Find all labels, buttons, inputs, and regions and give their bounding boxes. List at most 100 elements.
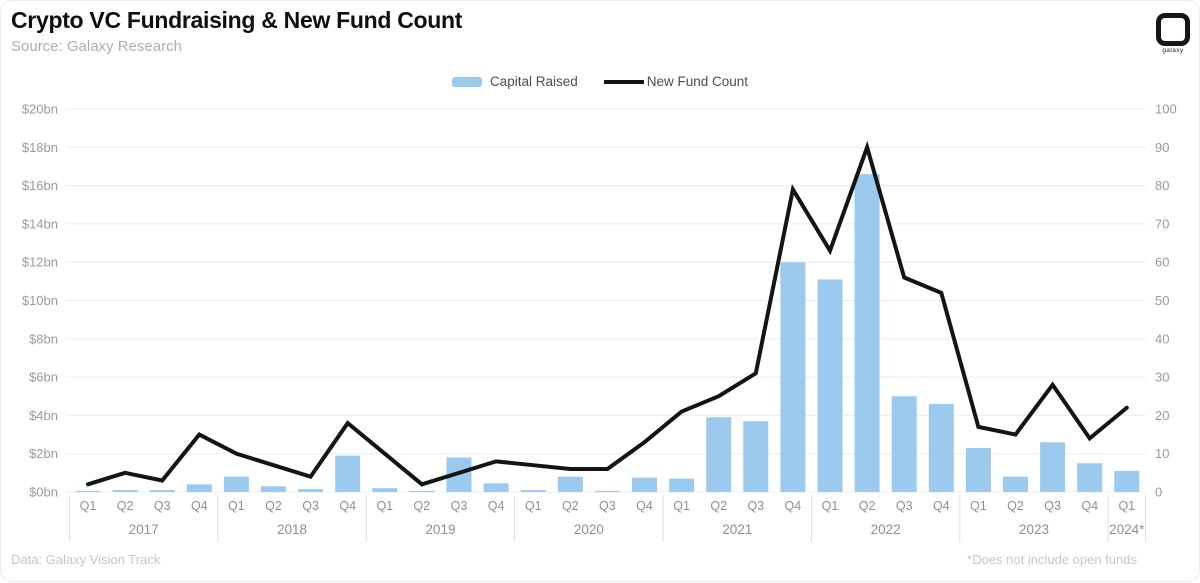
legend-label: New Fund Count [646, 74, 749, 89]
capital-raised-bar [891, 396, 917, 492]
right-axis-tick-label: 0 [1155, 485, 1162, 500]
legend-label: Capital Raised [489, 74, 578, 89]
capital-raised-bar [483, 483, 509, 492]
right-axis-tick-label: 40 [1155, 331, 1169, 346]
quarter-label: Q2 [562, 499, 579, 513]
capital-raised-bar [780, 262, 806, 492]
capital-raised-bar [817, 279, 843, 492]
quarter-label: Q2 [859, 499, 876, 513]
quarter-label: Q3 [896, 499, 913, 513]
year-label: 2017 [129, 522, 159, 537]
quarter-label: Q2 [265, 499, 282, 513]
capital-raised-bar [409, 491, 435, 493]
right-axis-tick-label: 10 [1155, 446, 1169, 461]
year-label: 2021 [722, 522, 752, 537]
legend-item-new-fund-count: New Fund Count [603, 74, 749, 89]
quarter-label: Q3 [451, 499, 468, 513]
capital-raised-bar [223, 476, 249, 492]
galaxy-logo-icon [1156, 13, 1190, 46]
right-axis-tick-label: 20 [1155, 408, 1169, 423]
year-label: 2019 [425, 522, 455, 537]
left-axis-tick-label: $6bn [29, 370, 58, 385]
galaxy-logo-label: galaxy [1162, 47, 1184, 54]
quarter-label: Q2 [710, 499, 727, 513]
footnote: *Does not include open funds [967, 552, 1137, 567]
quarter-label: Q2 [414, 499, 431, 513]
capital-raised-bar [1040, 442, 1066, 492]
right-axis-tick-label: 60 [1155, 255, 1169, 270]
left-axis-tick-label: $12bn [22, 255, 58, 270]
right-axis-tick-label: 30 [1155, 370, 1169, 385]
quarter-label: Q1 [525, 499, 542, 513]
quarter-label: Q3 [154, 499, 171, 513]
capital-raised-bar [1114, 470, 1140, 492]
quarter-label: Q4 [785, 499, 802, 513]
capital-raised-bar [669, 478, 695, 492]
quarter-label: Q3 [747, 499, 764, 513]
capital-raised-bar [706, 417, 732, 492]
capital-raised-bar [75, 491, 101, 493]
legend-item-capital-raised: Capital Raised [451, 74, 578, 89]
quarter-label: Q1 [970, 499, 987, 513]
capital-raised-bar [112, 490, 138, 492]
left-axis-tick-label: $20bn [22, 102, 58, 117]
left-axis-tick-label: $16bn [22, 178, 58, 193]
capital-raised-bar [1003, 476, 1028, 492]
quarter-label: Q1 [673, 499, 690, 513]
quarter-label: Q1 [376, 499, 393, 513]
line-swatch-icon [603, 79, 644, 84]
capital-raised-bar [335, 455, 361, 492]
capital-raised-bar [854, 174, 880, 493]
capital-raised-bar [928, 403, 954, 492]
right-axis-tick-label: 70 [1155, 216, 1169, 231]
quarter-label: Q3 [599, 499, 616, 513]
left-axis-tick-label: $18bn [22, 140, 58, 155]
capital-raised-bar [743, 421, 769, 492]
new-fund-count-line [86, 140, 1129, 487]
quarter-label: Q4 [191, 499, 208, 513]
year-label: 2018 [277, 522, 307, 537]
quarter-label: Q4 [636, 499, 653, 513]
capital-raised-bar [965, 447, 991, 492]
left-axis-tick-label: $14bn [22, 216, 58, 231]
left-axis-tick-label: $0bn [29, 485, 58, 500]
right-axis-tick-label: 50 [1155, 293, 1169, 308]
quarter-label: Q1 [228, 499, 245, 513]
year-label: 2023 [1019, 522, 1049, 537]
quarter-label: Q2 [1007, 499, 1024, 513]
quarter-label: Q2 [117, 499, 134, 513]
capital-raised-bar [632, 477, 657, 492]
left-axis-tick-label: $2bn [29, 446, 58, 461]
left-axis-tick-label: $4bn [29, 408, 58, 423]
left-axis-tick-label: $10bn [22, 293, 58, 308]
quarter-label: Q1 [1118, 499, 1135, 513]
quarter-label: Q3 [1044, 499, 1061, 513]
quarter-label: Q4 [1081, 499, 1098, 513]
capital-raised-bar [1077, 463, 1103, 492]
capital-raised-bar [149, 490, 175, 492]
quarter-label: Q3 [302, 499, 319, 513]
data-attribution: Data: Galaxy Vision Track [11, 552, 161, 567]
quarter-label: Q4 [488, 499, 505, 513]
capital-raised-bar [520, 490, 546, 492]
chart-legend: Capital Raised New Fund Count [1, 74, 1199, 89]
page-title: Crypto VC Fundraising & New Fund Count [11, 7, 463, 33]
capital-raised-bar [557, 476, 583, 492]
capital-raised-bar [261, 486, 286, 492]
left-axis-tick-label: $8bn [29, 331, 58, 346]
capital-raised-bar [594, 491, 620, 493]
right-axis-tick-label: 80 [1155, 178, 1169, 193]
chart-source: Source: Galaxy Research [11, 38, 182, 55]
right-axis-tick-label: 90 [1155, 140, 1169, 155]
quarter-label: Q4 [933, 499, 950, 513]
capital-raised-bar [298, 489, 324, 492]
quarter-label: Q1 [822, 499, 839, 513]
capital-raised-bar [186, 484, 212, 492]
right-axis-tick-label: 100 [1155, 102, 1177, 117]
capital-raised-bar [372, 488, 398, 492]
year-label: 2022 [871, 522, 901, 537]
year-label: 2024* [1109, 522, 1145, 537]
galaxy-logo: galaxy [1156, 13, 1190, 54]
